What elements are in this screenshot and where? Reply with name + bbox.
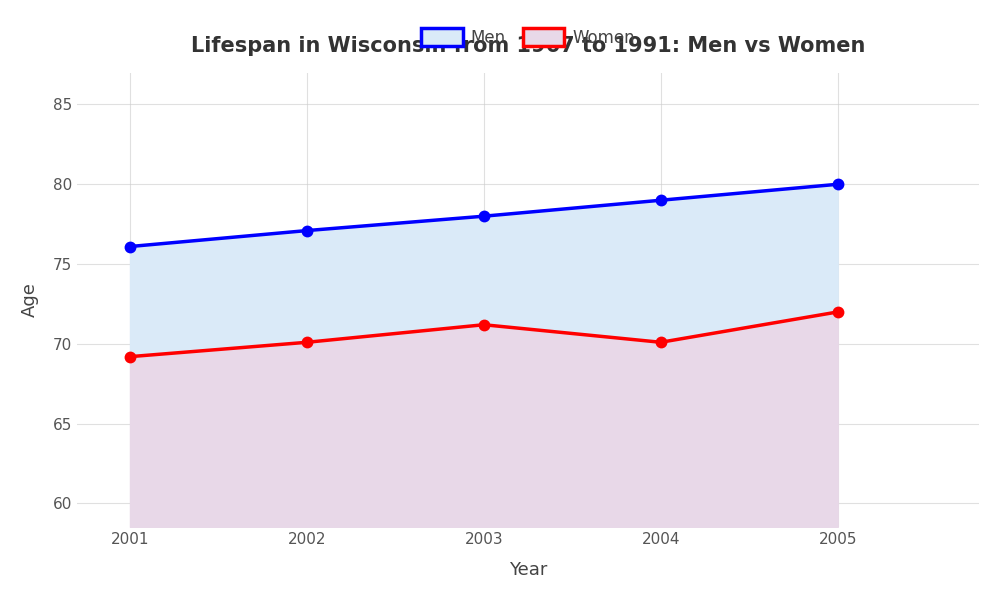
Legend: Men, Women: Men, Women xyxy=(414,22,642,53)
Y-axis label: Age: Age xyxy=(21,283,39,317)
X-axis label: Year: Year xyxy=(509,561,547,579)
Title: Lifespan in Wisconsin from 1967 to 1991: Men vs Women: Lifespan in Wisconsin from 1967 to 1991:… xyxy=(191,36,865,56)
